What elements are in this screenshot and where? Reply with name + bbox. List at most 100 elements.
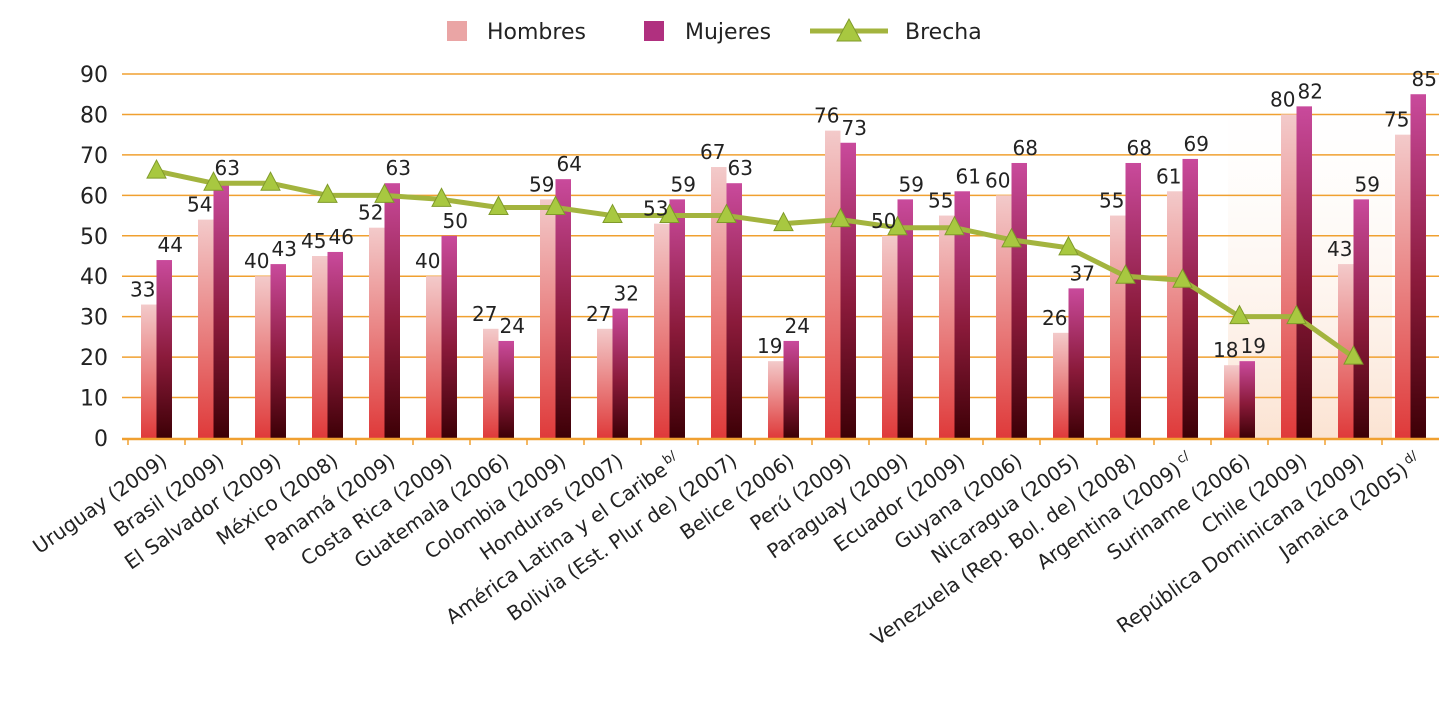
data-label-mujeres: 46 (329, 225, 354, 249)
data-label-hombres: 55 (928, 189, 953, 213)
y-tick-label: 20 (80, 346, 108, 371)
bar-hombres (711, 167, 727, 438)
bar-hombres (255, 276, 271, 438)
brecha-marker (1343, 345, 1364, 365)
data-label-hombres: 27 (472, 302, 497, 326)
bar-hombres (768, 361, 784, 438)
brecha-marker (602, 203, 623, 224)
bar-hombres (426, 276, 442, 438)
bar-hombres (654, 223, 670, 438)
bar-mujeres (1068, 288, 1084, 438)
bar-mujeres (669, 199, 685, 438)
data-label-mujeres: 73 (842, 116, 867, 140)
brecha-marker (944, 215, 965, 236)
data-label-mujeres: 63 (386, 156, 411, 180)
data-label-hombres: 80 (1270, 87, 1295, 111)
y-tick-label: 0 (94, 427, 108, 452)
bar-hombres (369, 227, 385, 438)
brecha-marker (431, 187, 452, 207)
bar-mujeres (612, 308, 628, 438)
bar-mujeres (441, 235, 457, 438)
data-label-hombres: 61 (1156, 164, 1181, 188)
data-label-hombres: 33 (130, 278, 155, 302)
bar-mujeres (327, 251, 343, 438)
brecha-marker (1058, 235, 1079, 256)
data-label-mujeres: 69 (1184, 132, 1209, 156)
data-label-hombres: 40 (244, 249, 269, 273)
data-label-mujeres: 43 (272, 237, 297, 261)
bar-hombres (198, 219, 214, 438)
bar-hombres (996, 195, 1012, 438)
legend-label-hombres: Hombres (487, 20, 586, 45)
data-label-hombres: 27 (586, 302, 611, 326)
data-label-hombres: 55 (1099, 189, 1124, 213)
bar-hombres (597, 328, 613, 438)
y-tick-label: 60 (80, 184, 108, 209)
bar-mujeres (270, 264, 286, 438)
bar-mujeres (1239, 361, 1255, 438)
data-label-mujeres: 82 (1298, 79, 1323, 103)
data-label-hombres: 59 (529, 172, 554, 196)
bar-mujeres (1125, 162, 1141, 438)
bar-hombres (1110, 215, 1126, 438)
bar-mujeres (840, 142, 856, 438)
legend-label-mujeres: Mujeres (685, 20, 771, 45)
brecha-marker (260, 171, 281, 191)
data-label-hombres: 67 (700, 140, 725, 164)
data-label-hombres: 18 (1213, 338, 1238, 362)
bar-hombres (540, 199, 556, 438)
legend-swatch-hombres (447, 21, 467, 41)
brecha-marker (146, 158, 167, 179)
brecha-marker (545, 195, 566, 215)
bar-hombres (1053, 332, 1069, 438)
data-label-mujeres: 85 (1412, 67, 1437, 91)
y-tick-label: 50 (80, 225, 108, 250)
data-label-hombres: 43 (1327, 237, 1352, 261)
data-label-mujeres: 24 (785, 314, 810, 338)
brecha-line (155, 168, 1355, 360)
bar-hombres (312, 256, 328, 438)
data-label-mujeres: 19 (1241, 334, 1266, 358)
brecha-marker (488, 195, 509, 215)
bar-hombres (1281, 114, 1297, 438)
data-label-hombres: 52 (358, 201, 383, 225)
bar-hombres (141, 304, 157, 438)
y-tick-label: 90 (80, 63, 108, 88)
data-label-mujeres: 44 (158, 233, 183, 257)
bar-mujeres (498, 340, 514, 438)
brecha-marker (374, 183, 395, 203)
legend-item-brecha: Brecha (810, 17, 982, 45)
bar-hombres (1167, 191, 1183, 438)
data-label-mujeres: 68 (1013, 136, 1038, 160)
brecha-marker (716, 203, 737, 224)
brecha-marker (1229, 304, 1250, 325)
data-label-hombres: 54 (187, 193, 212, 217)
brecha-marker (203, 171, 224, 191)
bar-mujeres (555, 179, 571, 438)
bar-hombres (882, 235, 898, 438)
data-label-mujeres: 64 (557, 152, 582, 176)
bar-mujeres (384, 183, 400, 438)
bar-mujeres (726, 183, 742, 438)
data-label-mujeres: 63 (215, 156, 240, 180)
data-label-hombres: 75 (1384, 108, 1409, 132)
bar-hombres (939, 215, 955, 438)
legend-swatch-mujeres (644, 21, 664, 41)
legend-item-hombres: Hombres (447, 20, 586, 45)
brecha-marker (1286, 304, 1307, 325)
data-label-hombres: 60 (985, 168, 1010, 192)
brecha-marker (1172, 268, 1193, 288)
data-label-hombres: 45 (301, 229, 326, 253)
bar-mujeres (954, 191, 970, 438)
bar-hombres (1395, 134, 1411, 438)
y-tick-label: 80 (80, 103, 108, 128)
data-label-hombres: 40 (415, 249, 440, 273)
bar-mujeres (1410, 94, 1426, 438)
legend-label-brecha: Brecha (905, 20, 982, 45)
bar-mujeres (783, 340, 799, 438)
data-label-hombres: 26 (1042, 306, 1067, 330)
bar-mujeres (1011, 162, 1027, 438)
bar-hombres (483, 328, 499, 438)
brecha-marker (1001, 227, 1022, 248)
